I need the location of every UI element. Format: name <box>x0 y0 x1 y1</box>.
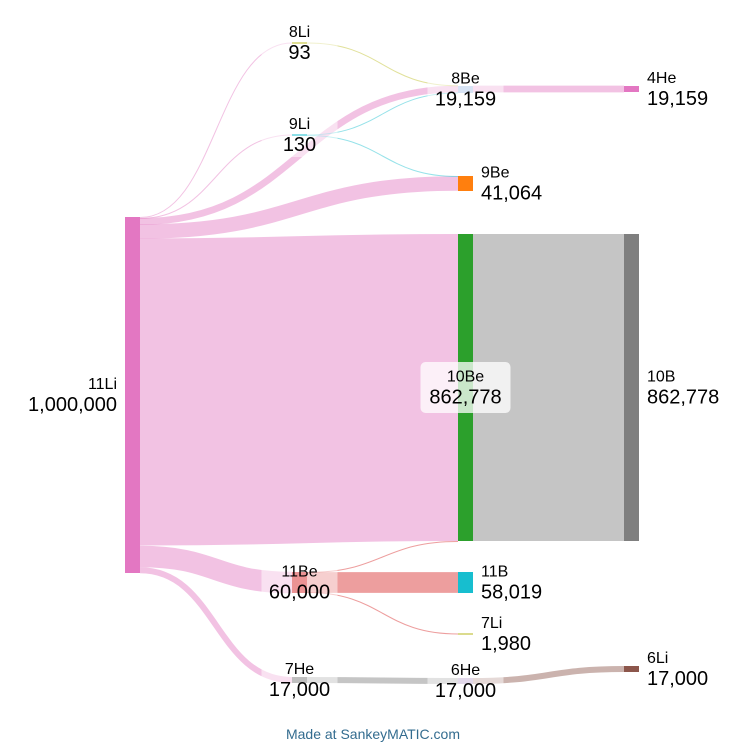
node-value-9Be: 41,064 <box>481 183 542 205</box>
label-bg-8Li <box>261 21 338 65</box>
labels-layer: 11Li1,000,0008Li939Li13011Be60,0007He17,… <box>28 21 719 703</box>
node-label-6He: 6He <box>451 662 480 679</box>
node-value-9Li: 130 <box>283 134 316 156</box>
label-bg-8Be <box>427 67 504 112</box>
node-6Li[interactable] <box>624 666 639 672</box>
node-label-11B: 11B <box>481 564 508 581</box>
link-11Li-to-9Be[interactable] <box>139 176 459 239</box>
node-label-8Be: 8Be <box>451 71 480 88</box>
node-7Li[interactable] <box>458 633 473 635</box>
node-value-4He: 19,159 <box>647 88 708 110</box>
node-label-9Be: 9Be <box>481 165 510 182</box>
node-value-8Li: 93 <box>288 42 310 64</box>
label-bg-7He <box>261 658 338 702</box>
node-value-7He: 17,000 <box>269 679 330 701</box>
node-value-6He: 17,000 <box>435 680 496 702</box>
node-label-11Be: 11Be <box>281 564 317 581</box>
node-label-7He: 7He <box>285 661 314 678</box>
label-bg-10Be <box>420 362 511 413</box>
node-value-10Be: 862,778 <box>429 387 501 409</box>
node-value-11B: 58,019 <box>481 582 542 604</box>
node-4He[interactable] <box>624 86 639 92</box>
label-bg-6He <box>427 659 504 703</box>
node-value-6Li: 17,000 <box>647 668 708 690</box>
node-label-10Be: 10Be <box>447 369 484 386</box>
node-label-6Li: 6Li <box>647 650 668 667</box>
link-11Li-to-10Be[interactable] <box>139 234 459 546</box>
node-label-4He: 4He <box>647 70 676 87</box>
node-label-11Li: 11Li <box>88 376 117 393</box>
node-value-11Be: 60,000 <box>269 582 330 604</box>
node-label-7Li: 7Li <box>481 615 502 632</box>
node-value-8Be: 19,159 <box>435 89 496 111</box>
node-label-10B: 10B <box>647 369 675 386</box>
node-9Be[interactable] <box>458 176 473 191</box>
node-11B[interactable] <box>458 572 473 593</box>
node-value-7Li: 1,980 <box>481 633 531 655</box>
node-value-10B: 862,778 <box>647 387 719 409</box>
label-bg-11Be <box>261 560 338 605</box>
node-value-11Li: 1,000,000 <box>28 394 117 416</box>
node-label-8Li: 8Li <box>289 24 310 41</box>
node-label-9Li: 9Li <box>289 116 310 133</box>
footer-credit[interactable]: Made at SankeyMATIC.com <box>285 726 461 742</box>
links-layer <box>139 42 625 684</box>
node-10B[interactable] <box>624 234 639 541</box>
node-11Li[interactable] <box>125 217 140 573</box>
label-bg-9Li <box>261 113 338 157</box>
